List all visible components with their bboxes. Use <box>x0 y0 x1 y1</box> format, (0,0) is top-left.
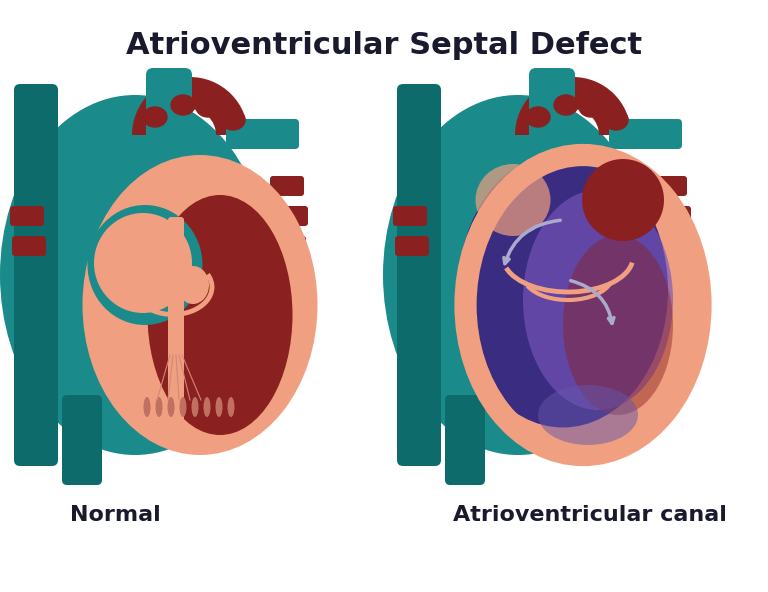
Ellipse shape <box>216 397 223 417</box>
Ellipse shape <box>177 266 209 304</box>
FancyBboxPatch shape <box>655 236 689 256</box>
Ellipse shape <box>171 95 195 115</box>
Ellipse shape <box>155 397 163 417</box>
Ellipse shape <box>163 265 177 275</box>
Ellipse shape <box>178 265 192 275</box>
Ellipse shape <box>538 385 638 445</box>
Ellipse shape <box>180 397 187 417</box>
Ellipse shape <box>458 153 668 427</box>
Ellipse shape <box>82 155 317 455</box>
Ellipse shape <box>0 95 270 455</box>
FancyBboxPatch shape <box>445 395 485 485</box>
FancyBboxPatch shape <box>226 119 299 149</box>
Ellipse shape <box>526 107 550 127</box>
FancyBboxPatch shape <box>168 217 184 433</box>
FancyBboxPatch shape <box>12 236 46 256</box>
FancyBboxPatch shape <box>146 68 192 167</box>
Text: Normal: Normal <box>70 505 161 525</box>
FancyBboxPatch shape <box>395 236 429 256</box>
FancyBboxPatch shape <box>62 395 102 485</box>
Ellipse shape <box>144 397 151 417</box>
Ellipse shape <box>204 397 210 417</box>
Ellipse shape <box>88 205 203 325</box>
Ellipse shape <box>196 97 220 117</box>
FancyBboxPatch shape <box>270 176 304 196</box>
FancyBboxPatch shape <box>274 206 308 226</box>
FancyBboxPatch shape <box>609 119 682 149</box>
Ellipse shape <box>582 159 664 241</box>
Ellipse shape <box>191 397 198 417</box>
Ellipse shape <box>167 397 174 417</box>
FancyBboxPatch shape <box>272 236 306 256</box>
FancyBboxPatch shape <box>393 206 427 226</box>
Ellipse shape <box>137 262 177 308</box>
FancyBboxPatch shape <box>10 206 44 226</box>
FancyBboxPatch shape <box>529 68 575 167</box>
Ellipse shape <box>523 190 673 410</box>
FancyBboxPatch shape <box>653 176 687 196</box>
Ellipse shape <box>604 110 628 130</box>
Ellipse shape <box>227 397 234 417</box>
FancyBboxPatch shape <box>14 84 58 466</box>
Ellipse shape <box>143 107 167 127</box>
FancyBboxPatch shape <box>397 84 441 466</box>
Ellipse shape <box>383 95 653 455</box>
Text: Atrioventricular canal: Atrioventricular canal <box>453 505 727 525</box>
Ellipse shape <box>147 195 293 435</box>
Ellipse shape <box>475 164 551 236</box>
Ellipse shape <box>563 235 673 415</box>
Ellipse shape <box>579 97 603 117</box>
Ellipse shape <box>94 213 192 313</box>
Ellipse shape <box>221 110 245 130</box>
Ellipse shape <box>146 265 160 275</box>
Text: Atrioventricular Septal Defect: Atrioventricular Septal Defect <box>126 31 642 60</box>
Wedge shape <box>515 77 631 135</box>
FancyBboxPatch shape <box>657 206 691 226</box>
Wedge shape <box>132 77 248 135</box>
Ellipse shape <box>465 155 700 455</box>
Ellipse shape <box>554 95 578 115</box>
